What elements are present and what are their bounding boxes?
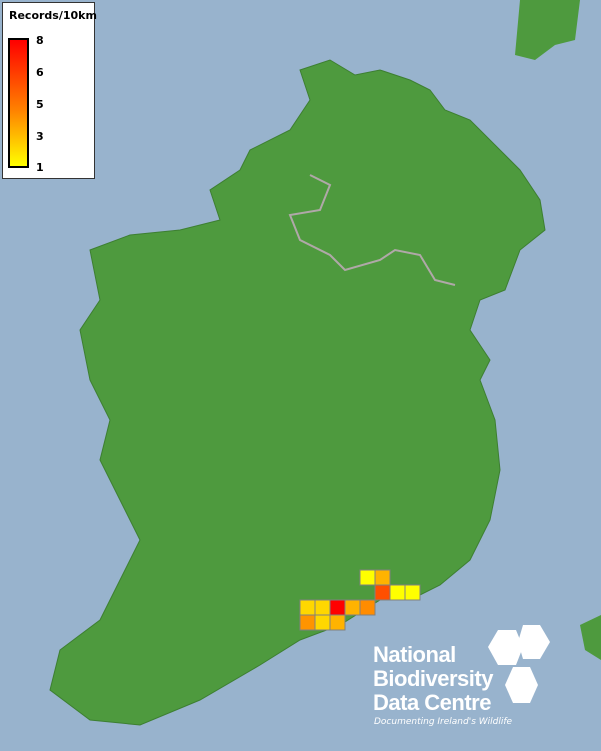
grid-square-record[interactable] [374,569,391,586]
wales-coast [580,615,601,660]
grid-square-record[interactable] [329,599,346,616]
grid-square-record[interactable] [344,599,361,616]
grid-square-record[interactable] [299,614,316,631]
legend-tick: 3 [36,130,44,143]
grid-square-record[interactable] [359,569,376,586]
grid-square-record[interactable] [374,584,391,601]
ireland-landmass [49,59,546,726]
legend-title: Records/10km [9,9,97,22]
hexagon-logo-icon [488,625,550,703]
legend-tick: 5 [36,98,44,111]
legend-tick: 8 [36,34,44,47]
logo-name: National Biodiversity Data Centre [373,642,493,715]
northern-ireland-border [288,174,456,286]
grid-square-record[interactable] [299,599,316,616]
grid-square-record[interactable] [404,584,421,601]
scotland-coast [515,0,580,60]
legend-tick: 1 [36,161,44,174]
grid-square-record[interactable] [359,599,376,616]
grid-square-record[interactable] [314,599,331,616]
map-legend: Records/10km 8 6 5 3 1 [2,2,97,179]
logo-tagline: Documenting Ireland's Wildlife [374,717,513,727]
grid-square-record[interactable] [314,614,331,631]
legend-color-scale [8,38,29,168]
grid-square-record[interactable] [389,584,406,601]
grid-square-record[interactable] [329,614,346,631]
legend-tick: 6 [36,66,44,79]
